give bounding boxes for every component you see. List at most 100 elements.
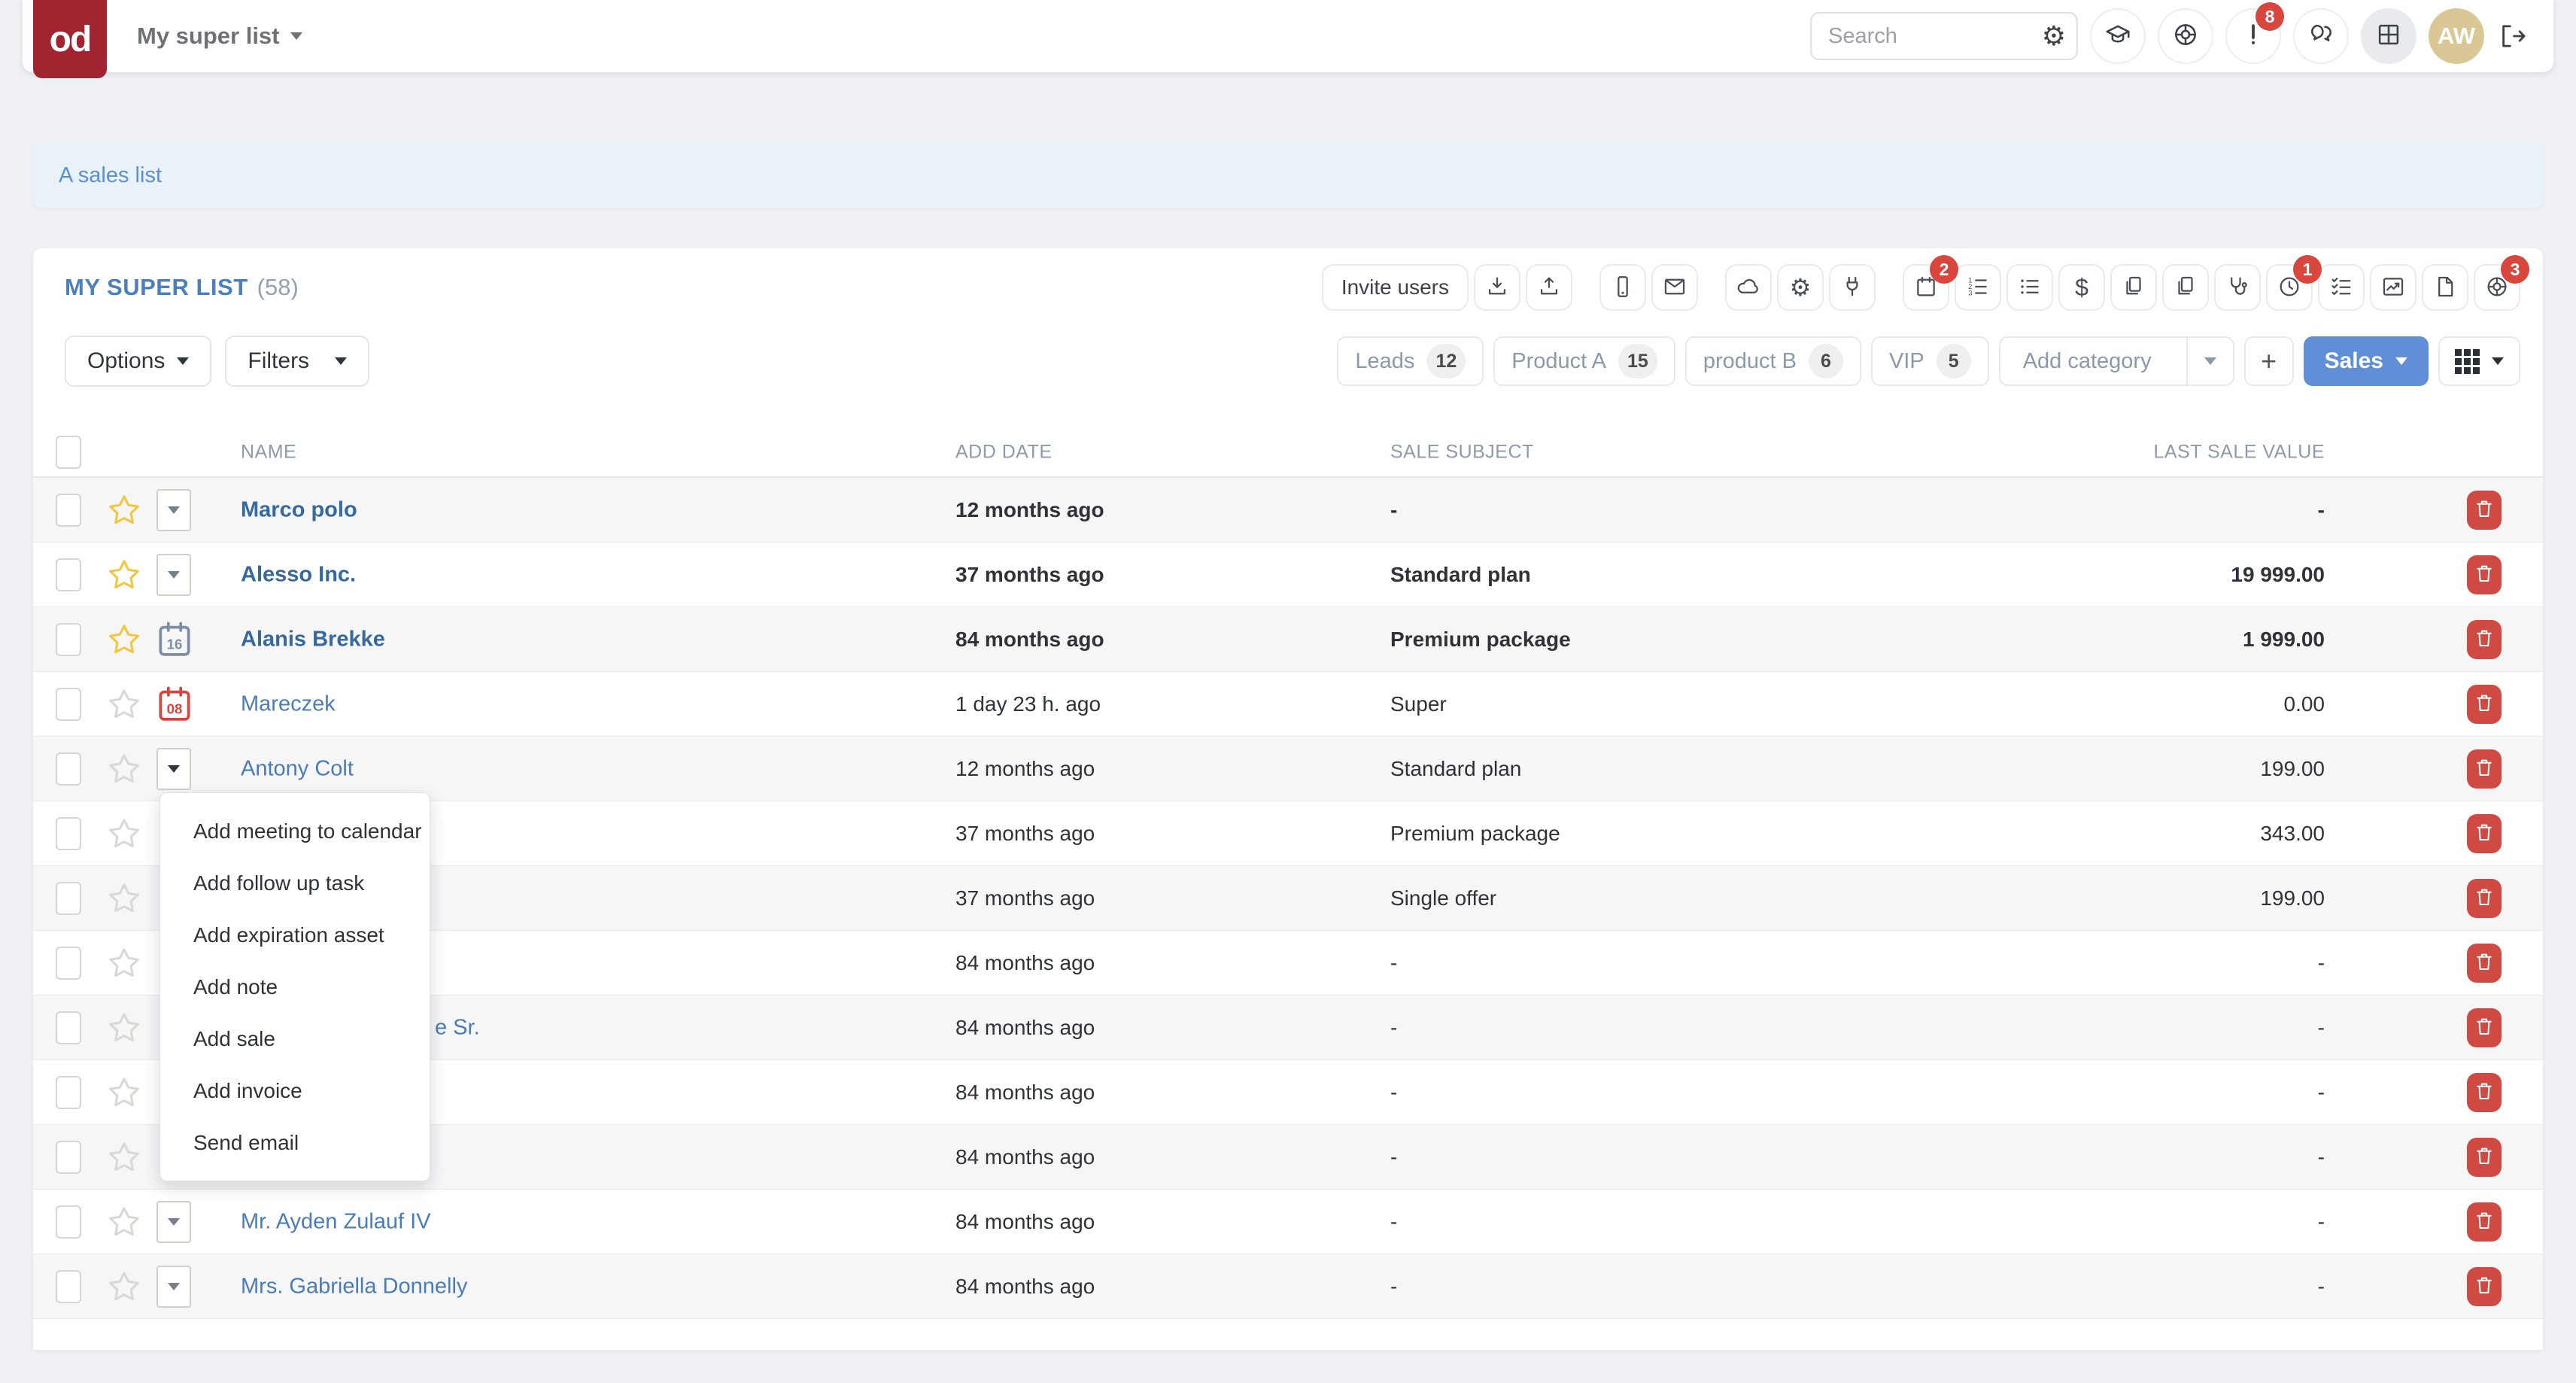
column-add-date[interactable]: ADD DATE [955,441,1053,463]
menu-item-add-sale[interactable]: Add sale [160,1013,430,1065]
contact-name-link[interactable]: Alanis Brekke [241,627,385,652]
delete-row-button[interactable] [2467,491,2502,530]
row-checkbox[interactable] [56,1011,81,1044]
column-last-sale-value[interactable]: LAST SALE VALUE [2153,441,2325,463]
files-button[interactable] [2422,264,2468,311]
row-actions-dropdown[interactable] [156,489,191,531]
menu-item-add-follow-up-task[interactable]: Add follow up task [160,857,430,909]
star-icon[interactable] [107,622,141,657]
row-actions-dropdown[interactable] [156,1201,191,1243]
menu-item-send-email[interactable]: Send email [160,1117,430,1169]
app-grid-button[interactable] [2361,8,2417,64]
delete-row-button[interactable] [2467,749,2502,789]
calendar-day-icon[interactable]: 08 [153,683,196,725]
tasks-button[interactable] [2318,264,2365,311]
delete-row-button[interactable] [2467,620,2502,659]
star-icon[interactable] [107,881,141,916]
contact-name-link[interactable]: Mareczek [241,692,336,716]
help-button[interactable]: 3 [2474,264,2520,311]
invite-users-button[interactable]: Invite users [1322,264,1469,311]
current-list-selector[interactable]: My super list [137,23,302,50]
star-icon[interactable] [107,1011,141,1045]
contact-name-link[interactable]: Antony Colt [241,756,354,781]
delete-row-button[interactable] [2467,685,2502,724]
layout-switcher-button[interactable] [2438,336,2520,386]
select-all-checkbox[interactable] [56,436,81,469]
contact-name-link[interactable]: Mrs. Gabriella Donnelly [241,1274,467,1299]
contact-name-link[interactable]: Marco polo [241,497,357,522]
reports-button[interactable] [2370,264,2417,311]
column-sale-subject[interactable]: SALE SUBJECT [1390,441,1534,463]
row-checkbox[interactable] [56,1076,81,1109]
logout-button[interactable] [2496,20,2528,52]
row-checkbox[interactable] [56,623,81,656]
app-logo[interactable]: od [33,0,107,78]
menu-item-add-invoice[interactable]: Add invoice [160,1065,430,1117]
settings-button[interactable]: ⚙ [1777,264,1824,311]
row-actions-dropdown[interactable] [156,554,191,596]
star-icon[interactable] [107,1269,141,1304]
cloud-button[interactable] [1725,264,1772,311]
row-checkbox[interactable] [56,752,81,786]
star-icon[interactable] [107,558,141,592]
menu-item-add-meeting-to-calendar[interactable]: Add meeting to calendar [160,805,430,857]
row-actions-dropdown[interactable] [156,748,191,790]
documents-button[interactable] [2110,264,2157,311]
add-category-button[interactable]: Add category [1999,336,2234,386]
star-icon[interactable] [107,1140,141,1175]
add-view-button[interactable]: + [2244,336,2294,386]
delete-row-button[interactable] [2467,1008,2502,1047]
row-checkbox[interactable] [56,1270,81,1303]
star-icon[interactable] [107,687,141,722]
delete-row-button[interactable] [2467,1073,2502,1112]
contact-name-fragment[interactable]: e Sr. [435,1015,480,1040]
star-icon[interactable] [107,946,141,980]
options-button[interactable]: Options [65,336,211,387]
sales-view-button[interactable]: Sales [2304,336,2429,386]
row-actions-dropdown[interactable] [156,1266,191,1308]
menu-item-add-expiration-asset[interactable]: Add expiration asset [160,909,430,961]
delete-row-button[interactable] [2467,814,2502,853]
health-button[interactable] [2214,264,2261,311]
search-input[interactable] [1810,12,2078,60]
row-checkbox[interactable] [56,688,81,721]
chat-button[interactable] [2293,8,2349,64]
filters-button[interactable]: Filters [225,336,369,387]
row-checkbox[interactable] [56,947,81,980]
star-icon[interactable] [107,493,141,527]
star-icon[interactable] [107,752,141,786]
history-button[interactable]: 1 [2266,264,2313,311]
search-settings-gear-icon[interactable]: ⚙ [2042,23,2066,50]
meetings-button[interactable]: 2 [1903,264,1949,311]
star-icon[interactable] [107,816,141,851]
delete-row-button[interactable] [2467,1138,2502,1177]
star-icon[interactable] [107,1075,141,1110]
delete-row-button[interactable] [2467,555,2502,594]
delete-row-button[interactable] [2467,1202,2502,1242]
import-button[interactable] [1474,264,1520,311]
calendar-day-icon[interactable]: 16 [153,619,196,661]
delete-row-button[interactable] [2467,944,2502,983]
delete-row-button[interactable] [2467,879,2502,918]
email-button[interactable] [1651,264,1698,311]
contact-name-link[interactable]: Mr. Ayden Zulauf IV [241,1209,431,1234]
documents-2-button[interactable] [2162,264,2209,311]
menu-item-add-note[interactable]: Add note [160,961,430,1013]
sms-button[interactable] [1599,264,1646,311]
integrations-button[interactable] [1829,264,1876,311]
contact-name-link[interactable]: Alesso Inc. [241,562,356,587]
row-checkbox[interactable] [56,817,81,850]
add-category-dropdown[interactable] [2186,338,2233,385]
sales-button[interactable]: $ [2058,264,2105,311]
row-checkbox[interactable] [56,1141,81,1174]
avatar[interactable]: AW [2429,8,2484,64]
support-button[interactable] [2158,8,2213,64]
academy-button[interactable] [2090,8,2146,64]
notifications-button[interactable]: 8 [2225,8,2281,64]
row-checkbox[interactable] [56,494,81,527]
